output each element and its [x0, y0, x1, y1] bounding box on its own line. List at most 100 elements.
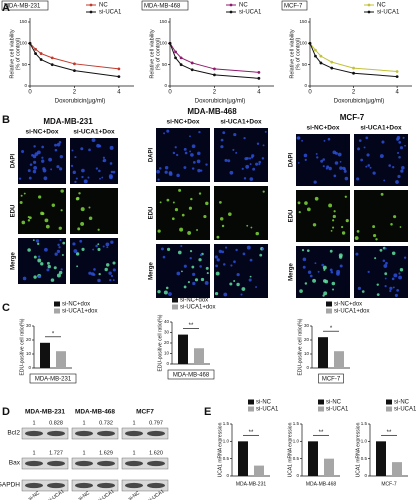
y-tick-label: 10: [304, 351, 310, 356]
cell: [200, 169, 203, 172]
ratio-label: 0.828: [49, 420, 63, 426]
cell: [249, 258, 253, 262]
cell: [323, 139, 326, 142]
legend-label: si-UCA1+dox: [62, 309, 98, 315]
cell: [72, 170, 76, 174]
series-line: [169, 43, 259, 79]
cell: [181, 270, 183, 273]
cell: [43, 176, 48, 181]
y-tick-label: 30: [304, 323, 310, 328]
x-axis-label: Doxorubicin(μg/ml): [195, 99, 245, 105]
cell: [385, 261, 388, 265]
cell: [233, 279, 236, 282]
cell: [323, 291, 328, 296]
point: [395, 70, 399, 73]
point: [117, 75, 121, 79]
cell: [23, 192, 26, 195]
cell: [108, 174, 113, 179]
cell: [214, 255, 218, 259]
cell: [46, 268, 50, 272]
cell: [184, 151, 188, 155]
cell: [302, 257, 307, 262]
cell: [165, 286, 169, 290]
cell: [297, 136, 301, 140]
blot-band: [97, 430, 115, 437]
cell: [47, 261, 50, 265]
cell: [190, 153, 194, 157]
cell: [187, 281, 190, 284]
cell: [171, 217, 175, 221]
cell: [264, 130, 267, 133]
cell: [320, 159, 324, 163]
blot-strip: [121, 479, 169, 492]
blot-strip: [71, 479, 119, 492]
cell: [393, 273, 398, 278]
y-tick-label: 0: [304, 83, 307, 88]
ratio-label: 1.620: [149, 450, 163, 456]
cell: [258, 160, 262, 164]
micrograph: [70, 188, 118, 234]
micrograph: [70, 238, 118, 284]
cell: [60, 209, 63, 212]
y-tick-label: 50: [162, 62, 168, 67]
cell: [98, 272, 101, 276]
cell: [183, 166, 187, 170]
cell: [56, 249, 61, 254]
row-label: DAPI: [11, 154, 17, 169]
y-axis-label: (% of control): [155, 37, 161, 70]
point: [257, 70, 261, 74]
cell: [159, 201, 162, 204]
cell: [297, 161, 300, 164]
y-tick-label: 40: [164, 319, 170, 324]
chart-title: MDA-MB-231: [35, 377, 72, 383]
blot-strip: [21, 479, 69, 492]
cell: [80, 221, 85, 226]
legend-label: si-UCA1: [256, 407, 279, 413]
cell: [389, 286, 393, 290]
cell: [205, 201, 209, 206]
cell: [174, 146, 177, 149]
cell: [87, 176, 90, 179]
ratio-label: 1: [132, 450, 135, 456]
lane-label: si-UCA1: [97, 488, 116, 500]
lane-label: si-UCA1: [47, 488, 66, 500]
point: [213, 73, 216, 77]
cell: [187, 230, 192, 235]
y-tick-label: 0: [164, 83, 167, 88]
cell: [379, 154, 384, 158]
legend-swatch: [318, 399, 324, 405]
cell: [192, 281, 196, 286]
cell: [168, 172, 173, 176]
series-line: [169, 43, 259, 73]
y-axis-label: EDU-positive cell ratio(%): [297, 318, 303, 375]
protein-label: Bcl2: [7, 430, 20, 437]
ratio-label: 1: [32, 450, 35, 456]
significance-label: **: [189, 323, 194, 329]
cell: [33, 275, 37, 279]
cell: [200, 277, 205, 282]
cell: [400, 169, 404, 173]
panel-letter: A: [2, 2, 10, 14]
cell: [189, 257, 192, 260]
cell: [240, 293, 243, 296]
cell: [45, 224, 50, 229]
cell: [225, 246, 228, 249]
cell: [205, 266, 209, 270]
cell: [90, 272, 95, 276]
cell: [322, 265, 327, 270]
y-tick-label: 0: [24, 83, 27, 88]
cell: [196, 229, 199, 232]
series-line: [309, 43, 398, 72]
protein-label: Bax: [9, 460, 21, 467]
cell: [396, 288, 400, 292]
cell: [166, 129, 170, 133]
micrograph: [354, 190, 408, 242]
cell: [241, 287, 246, 291]
micrograph: [354, 246, 408, 298]
cell: [40, 262, 44, 266]
cell: [395, 180, 399, 184]
cell: [321, 263, 325, 267]
cell: [37, 255, 41, 258]
cell: [77, 227, 81, 231]
